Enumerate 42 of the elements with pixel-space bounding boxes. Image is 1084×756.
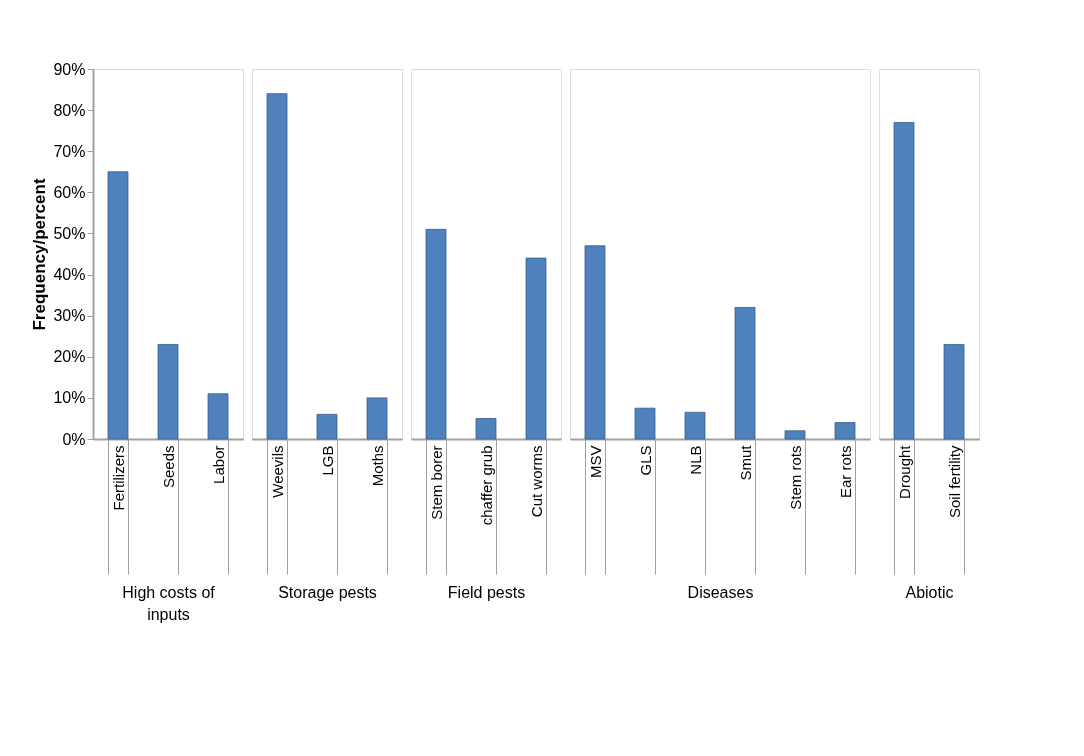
y-tick-label: 60% bbox=[53, 183, 86, 201]
y-tick-label: 80% bbox=[53, 101, 86, 119]
y-tick-label: 40% bbox=[53, 266, 86, 284]
x-axis-title: Diseases bbox=[687, 584, 754, 601]
bar bbox=[584, 245, 606, 440]
x-tick-label: Seeds bbox=[159, 445, 177, 489]
bar bbox=[107, 171, 129, 440]
x-tick-label: Cut worms bbox=[527, 445, 545, 518]
x-tick-label: Weevils bbox=[268, 445, 286, 498]
y-tick-label: 90% bbox=[53, 60, 86, 78]
x-axis-title: Abiotic bbox=[905, 584, 954, 601]
x-tick-label: Drought bbox=[895, 444, 913, 499]
bar bbox=[634, 407, 656, 440]
y-tick-label: 20% bbox=[53, 348, 86, 366]
bar bbox=[684, 411, 706, 440]
bar bbox=[734, 307, 756, 440]
y-tick-label: 50% bbox=[53, 224, 86, 242]
x-tick-label: NLB bbox=[686, 445, 704, 475]
x-tick-label: Labor bbox=[209, 445, 227, 484]
y-tick-label: 0% bbox=[62, 430, 86, 448]
x-tick-label: Moths bbox=[368, 445, 386, 487]
x-tick-label: chaffer grub bbox=[477, 445, 495, 526]
bar bbox=[784, 430, 806, 440]
x-tick-label: LGB bbox=[318, 445, 336, 476]
y-tick-label: 10% bbox=[53, 389, 86, 407]
bar bbox=[207, 393, 229, 440]
x-tick-label: Stem rots bbox=[786, 445, 804, 510]
x-tick-label: Soil fertility bbox=[945, 445, 963, 519]
bar bbox=[157, 344, 179, 440]
x-axis-title: High costs of inputs bbox=[122, 584, 216, 623]
y-tick-label: 30% bbox=[53, 307, 86, 325]
bar bbox=[834, 422, 856, 440]
x-tick-label: MSV bbox=[586, 445, 604, 479]
x-tick-label: Stem borer bbox=[427, 445, 445, 520]
x-tick-label: Ear rots bbox=[836, 445, 854, 499]
x-axis-title: Storage pests bbox=[278, 584, 377, 601]
y-tick-label: 70% bbox=[53, 142, 86, 160]
x-tick-label: Fertilizers bbox=[109, 445, 127, 511]
y-axis-title: Frequency/percent bbox=[30, 178, 50, 331]
x-tick-label: GLS bbox=[636, 445, 654, 476]
x-tick-label: Smut bbox=[736, 444, 754, 481]
x-axis-title: Field pests bbox=[447, 584, 526, 601]
